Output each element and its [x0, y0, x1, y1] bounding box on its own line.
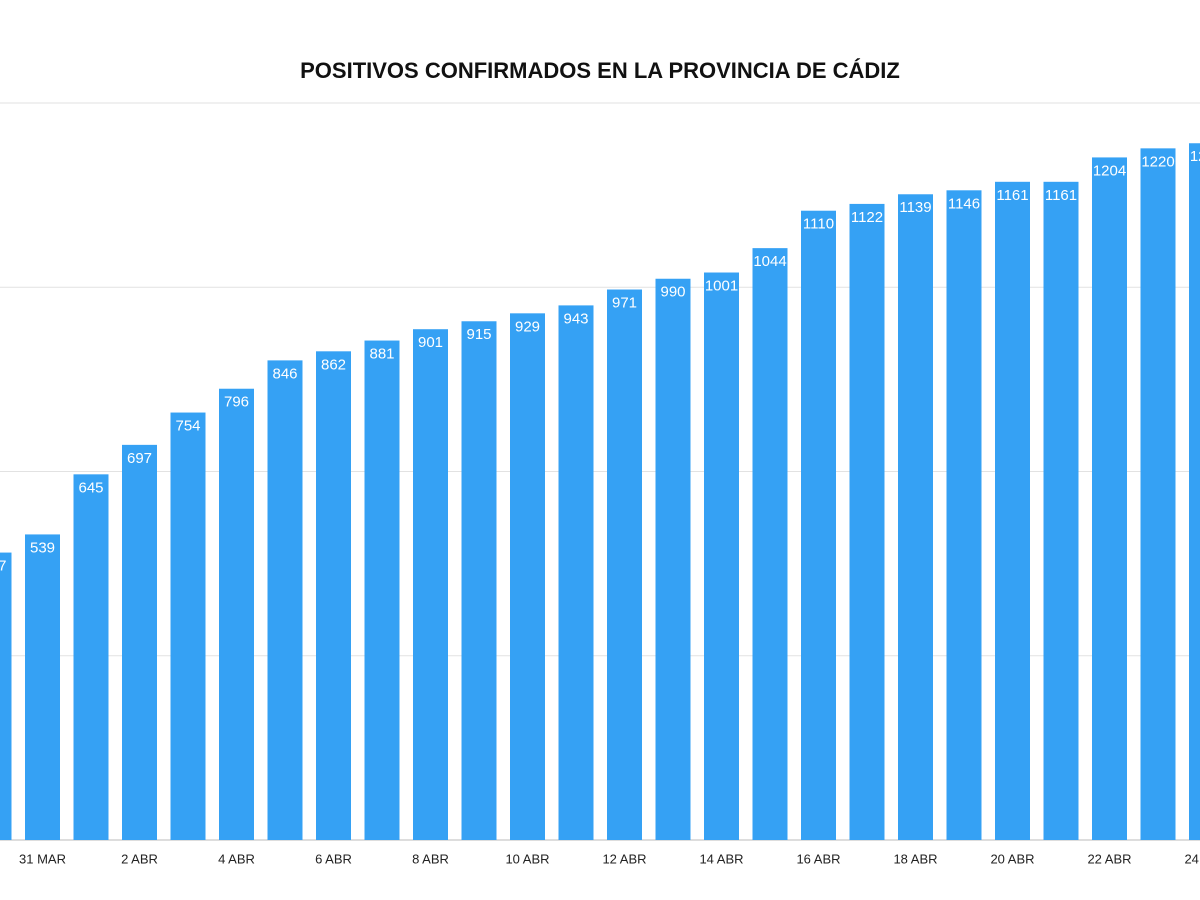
value-label: 1146: [948, 195, 980, 212]
value-label: 539: [30, 539, 55, 556]
bar: [946, 190, 982, 840]
value-label: 881: [369, 346, 394, 363]
value-label: 796: [224, 394, 249, 411]
value-label: 1161: [996, 187, 1028, 204]
bar: [510, 313, 545, 840]
bar: [413, 329, 448, 840]
value-label: 990: [660, 284, 685, 301]
value-label: 1122: [851, 209, 883, 226]
bar: [558, 305, 594, 840]
bar: [364, 340, 400, 840]
x-tick-label: 2 ABR: [121, 851, 158, 866]
value-label: 697: [127, 450, 152, 467]
x-tick-label: 12 ABR: [602, 851, 646, 866]
bar: [1189, 143, 1200, 841]
bar: [801, 210, 836, 840]
bar: [1092, 157, 1127, 840]
bar: [219, 388, 254, 840]
bar: [316, 351, 351, 840]
value-label: 1229: [1190, 148, 1200, 165]
bar: [267, 360, 303, 840]
value-label: 1139: [899, 199, 931, 216]
value-label: 929: [515, 318, 540, 335]
value-label: 507: [0, 558, 7, 575]
value-label: 846: [272, 365, 297, 382]
bar: [170, 412, 206, 840]
bar: [25, 534, 60, 840]
x-tick-label: 20 ABR: [990, 851, 1034, 866]
x-tick-label: 10 ABR: [505, 851, 549, 866]
value-label: 971: [612, 294, 637, 311]
bar: [849, 203, 885, 841]
x-tick-label: 14 ABR: [699, 851, 743, 866]
bar: [122, 444, 157, 840]
value-label: 1044: [753, 253, 786, 270]
x-tick-label: 24 ABR: [1184, 851, 1200, 866]
value-label: 1110: [803, 216, 834, 233]
bar: [704, 272, 739, 840]
bar: [752, 248, 788, 840]
value-label: 1220: [1141, 153, 1174, 170]
bar: [73, 474, 109, 840]
bar: [461, 321, 497, 840]
bar: [607, 289, 642, 840]
value-label: 645: [78, 479, 103, 496]
x-tick-label: 22 ABR: [1087, 851, 1131, 866]
x-tick-label: 16 ABR: [796, 851, 840, 866]
x-tick-label: 18 ABR: [893, 851, 937, 866]
value-label: 1204: [1093, 162, 1126, 179]
bar: [898, 194, 933, 841]
bar: [1140, 148, 1176, 840]
value-label: 1001: [705, 277, 738, 294]
value-label: 901: [418, 334, 443, 351]
bar: [1043, 181, 1079, 840]
x-tick-label: 6 ABR: [315, 851, 352, 866]
x-tick-label: 8 ABR: [412, 851, 449, 866]
value-label: 915: [466, 326, 491, 343]
value-label: 943: [563, 310, 588, 327]
x-tick-label: 4 ABR: [218, 851, 255, 866]
bar: [995, 181, 1030, 840]
x-tick-label: 31 MAR: [19, 851, 66, 866]
bar: [655, 278, 691, 840]
bar: [0, 552, 12, 840]
value-label: 1161: [1045, 187, 1077, 204]
value-label: 862: [321, 356, 346, 373]
value-label: 754: [175, 418, 200, 435]
chart-title: POSITIVOS CONFIRMADOS EN LA PROVINCIA DE…: [300, 58, 900, 83]
